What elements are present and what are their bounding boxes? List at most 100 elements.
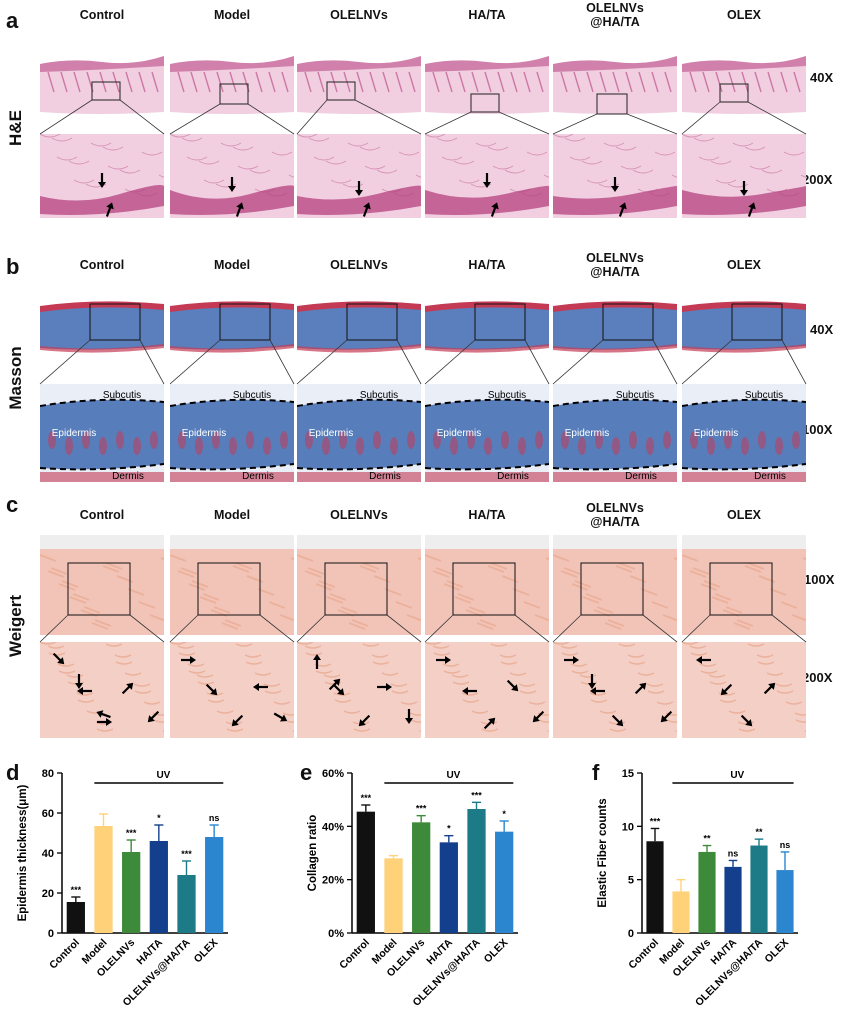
column-header-line: OLEX	[726, 258, 762, 272]
column-header-line: Control	[79, 8, 125, 22]
he-low-mag-0	[40, 42, 164, 116]
error-bar	[499, 820, 509, 832]
bar-olelnvs-ha-ta	[750, 845, 768, 933]
y-tick-label: 0%	[328, 928, 344, 940]
uv-label: UV	[156, 770, 170, 781]
masson-high-mag-1: Subcutis Epidermis Dermis	[170, 384, 294, 482]
column-header-c-0: Control	[42, 508, 162, 522]
significance-label: **	[755, 827, 763, 837]
region-label-subcutis: Subcutis	[360, 390, 398, 401]
column-header-c-1: Model	[172, 508, 292, 522]
column-header-a-0: Control	[42, 8, 162, 22]
column-header-b-3: HA/TA	[427, 258, 547, 272]
error-bar	[209, 824, 219, 837]
y-axis-label: Elastic Fiber counts	[597, 798, 609, 907]
error-bar	[754, 838, 764, 846]
weigert-low-mag-3	[425, 535, 549, 635]
y-axis-label: Epidermis thickness(μm)	[17, 784, 29, 921]
category-label: Control	[337, 937, 372, 972]
mag-label-c-high: 200X	[802, 670, 833, 685]
bar-olelnvs-ha-ta	[177, 875, 196, 933]
region-label-subcutis: Subcutis	[103, 390, 141, 401]
he-high-mag-2	[297, 134, 421, 218]
weigert-high-mag-5	[682, 642, 806, 738]
masson-high-mag-3: Subcutis Epidermis Dermis	[425, 384, 549, 482]
region-label-epidermis: Epidermis	[694, 428, 738, 439]
y-tick-label: 60	[42, 808, 54, 820]
error-bar	[702, 844, 712, 852]
region-label-dermis: Dermis	[369, 471, 401, 482]
bar-ha-ta	[439, 842, 458, 933]
masson-high-mag-5: Subcutis Epidermis Dermis	[682, 384, 806, 482]
region-label-epidermis: Epidermis	[437, 428, 481, 439]
category-label: OLEX	[762, 937, 791, 966]
column-header-line: HA/TA	[468, 258, 506, 272]
bar-ha-ta	[724, 866, 742, 933]
region-label-epidermis: Epidermis	[182, 428, 226, 439]
bar-control	[646, 841, 664, 933]
error-bar	[98, 813, 109, 826]
y-tick-label: 40%	[322, 821, 344, 833]
bar-model	[672, 891, 690, 933]
error-bar	[126, 839, 136, 852]
he-high-mag-4	[553, 134, 677, 218]
region-label-dermis: Dermis	[754, 471, 786, 482]
region-label-dermis: Dermis	[625, 471, 657, 482]
column-header-b-5: OLEX	[684, 258, 804, 272]
column-header-c-3: HA/TA	[427, 508, 547, 522]
masson-low-mag-3	[425, 290, 549, 364]
region-label-epidermis: Epidermis	[52, 428, 96, 439]
column-header-line: @HA/TA	[590, 515, 640, 529]
column-header-line: @HA/TA	[590, 15, 640, 29]
masson-low-mag-1	[170, 290, 294, 364]
column-header-line: Model	[213, 258, 251, 272]
weigert-low-mag-5	[682, 535, 806, 635]
panel-letter-e: e	[300, 760, 313, 785]
column-header-line: OLELNVs	[330, 258, 388, 272]
column-header-line: Control	[79, 508, 125, 522]
significance-label: **	[703, 834, 711, 844]
column-header-line: OLELNVs	[330, 508, 388, 522]
mag-label-a-high: 200X	[802, 172, 833, 187]
significance-label: *	[157, 813, 161, 823]
region-label-dermis: Dermis	[497, 471, 529, 482]
region-label-dermis: Dermis	[112, 471, 144, 482]
panel-letter-f: f	[592, 760, 600, 785]
he-high-mag-3	[425, 134, 549, 218]
category-label: Control	[47, 937, 82, 972]
column-header-c-2: OLELNVs	[299, 508, 419, 522]
column-header-line: OLELNVs	[330, 8, 388, 22]
region-label-subcutis: Subcutis	[233, 390, 271, 401]
error-bar	[650, 827, 660, 842]
he-high-mag-1	[170, 134, 294, 218]
column-header-a-1: Model	[172, 8, 292, 22]
stain-label-weigert: Weigert	[6, 594, 25, 658]
y-tick-label: 0	[48, 928, 54, 940]
he-low-mag-2	[297, 42, 421, 116]
y-tick-label: 60%	[322, 768, 344, 780]
weigert-low-mag-2	[297, 535, 421, 635]
bar-model	[94, 826, 113, 933]
masson-low-mag-0	[40, 290, 164, 364]
y-tick-label: 5	[628, 875, 634, 887]
bar-ha-ta	[149, 841, 168, 933]
error-bar	[154, 824, 164, 841]
weigert-high-mag-1	[170, 642, 294, 738]
region-label-subcutis: Subcutis	[488, 390, 526, 401]
he-high-mag-0	[40, 134, 164, 218]
panel-letter-a: a	[6, 8, 19, 33]
chart-epidermis-thickness: 0 20 40 60 80 Epidermis thickness(μm) *** Contr…	[17, 768, 228, 1009]
region-label-subcutis: Subcutis	[745, 390, 783, 401]
stain-label-he: H&E	[6, 110, 25, 146]
he-low-mag-5	[682, 42, 806, 116]
significance-label: ***	[181, 849, 192, 859]
uv-label: UV	[730, 770, 744, 781]
error-bar	[728, 859, 738, 867]
bar-olelnvs	[122, 852, 141, 933]
error-bar	[416, 814, 426, 823]
significance-label: ***	[471, 790, 482, 800]
column-header-line: OLELNVs	[586, 501, 644, 515]
y-tick-label: 20	[42, 888, 54, 900]
column-header-line: Model	[213, 8, 251, 22]
significance-label: ns	[209, 813, 220, 823]
